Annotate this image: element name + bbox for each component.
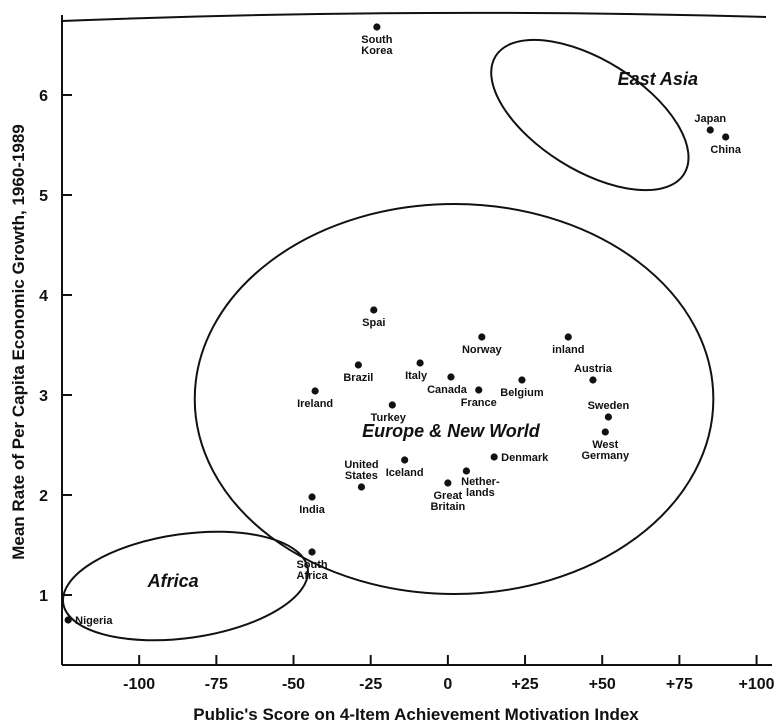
point-china	[722, 133, 730, 141]
y-tick-label: 4	[39, 288, 48, 305]
x-tick-label: +50	[589, 676, 616, 693]
top-frame-line	[61, 11, 767, 22]
group-ellipse-east-asia	[490, 38, 690, 192]
point-spai	[370, 306, 378, 314]
point-austria	[589, 376, 597, 384]
point-label: India	[299, 504, 326, 516]
x-tick-label: -25	[359, 676, 382, 693]
point-label: Brazil	[343, 372, 373, 384]
point-inland	[564, 333, 572, 341]
x-tick-label: +100	[739, 676, 775, 693]
x-tick-label: -100	[123, 676, 155, 693]
point-label: France	[461, 397, 497, 409]
y-axis-ticks: 1 2 3 4 5 6	[39, 88, 72, 605]
point-denmark	[490, 453, 498, 461]
point-label: Sweden	[588, 400, 630, 412]
point-iceland	[401, 456, 409, 464]
point-india	[308, 493, 316, 501]
point-label: Italy	[405, 370, 428, 382]
point-label: China	[710, 144, 741, 156]
group-ellipse-africa	[61, 530, 309, 642]
point-nigeria	[64, 616, 72, 624]
point-label: inland	[552, 344, 584, 356]
point-italy	[416, 359, 424, 367]
group-ellipse-europe-new-world	[193, 203, 715, 595]
point-great-britain	[444, 479, 452, 487]
point-label: Belgium	[500, 387, 544, 399]
plot-frame	[61, 11, 772, 666]
point-belgium	[518, 376, 526, 384]
point-turkey	[388, 401, 396, 409]
point-label: West Germany	[581, 439, 630, 462]
point-sweden	[604, 413, 612, 421]
x-axis-ticks: -100 -75 -50 -25 0 +25 +50 +75 +100	[123, 655, 775, 693]
point-canada	[447, 373, 455, 381]
point-netherlands	[462, 467, 470, 475]
group-label-east-asia: East Asia	[618, 69, 698, 89]
x-tick-label: -75	[205, 676, 228, 693]
point-label: Japan	[694, 113, 726, 125]
group-ellipses	[61, 38, 715, 642]
point-west-germany	[601, 428, 609, 436]
y-tick-label: 1	[39, 588, 48, 605]
point-label: Canada	[427, 384, 468, 396]
point-ireland	[311, 387, 319, 395]
x-tick-label: 0	[443, 676, 452, 693]
point-label: South Africa	[296, 559, 328, 582]
point-label: Nigeria	[75, 615, 113, 627]
y-tick-label: 6	[39, 88, 48, 105]
point-label: Norway	[462, 344, 503, 356]
point-label: Spai	[362, 317, 385, 329]
point-label: Austria	[574, 363, 613, 375]
point-south-africa	[308, 548, 316, 556]
point-norway	[478, 333, 486, 341]
x-tick-label: -50	[282, 676, 305, 693]
y-tick-label: 3	[39, 388, 48, 405]
point-label: Ireland	[297, 398, 333, 410]
point-label: Nether-lands	[461, 476, 500, 499]
group-labels: East Asia Europe & New World Africa	[147, 69, 698, 591]
x-tick-label: +75	[666, 676, 693, 693]
data-points: South Korea Japan China Spai Norway inland Braz…	[64, 23, 742, 627]
x-axis-label: Public's Score on 4-Item Achievement Mot…	[193, 705, 639, 724]
y-tick-label: 5	[39, 188, 48, 205]
point-label: Turkey	[371, 412, 407, 424]
point-label: Iceland	[386, 467, 424, 479]
point-label: United States	[344, 459, 378, 482]
point-label: South Korea	[361, 34, 393, 57]
point-label: Denmark	[501, 452, 549, 464]
group-label-europe-new-world: Europe & New World	[362, 421, 541, 441]
x-tick-label: +25	[511, 676, 538, 693]
y-axis-label: Mean Rate of Per Capita Economic Growth,…	[9, 124, 28, 560]
point-france	[475, 386, 483, 394]
group-label-africa: Africa	[147, 571, 199, 591]
y-tick-label: 2	[39, 488, 48, 505]
point-japan	[706, 126, 714, 134]
point-brazil	[354, 361, 362, 369]
point-united-states	[357, 483, 366, 491]
point-label: Great Britain	[430, 490, 465, 513]
point-south-korea	[373, 23, 381, 31]
